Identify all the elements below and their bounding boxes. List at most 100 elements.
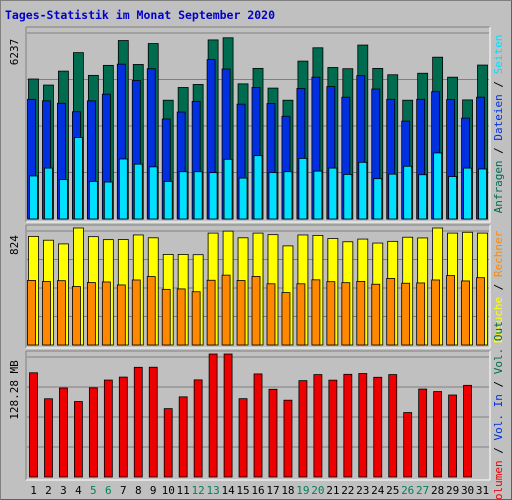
bar-volumen-day-27 bbox=[418, 388, 428, 478]
panel-middle: 824 bbox=[8, 224, 491, 349]
bar-rechner-day-27 bbox=[416, 282, 426, 346]
bar-rechner-day-9 bbox=[146, 276, 156, 346]
x-tick-label-day-16: 16 bbox=[251, 484, 264, 497]
x-tick-label-day-2: 2 bbox=[45, 484, 52, 497]
legend-entry-rechner: Rechner bbox=[492, 230, 505, 277]
x-tick-label-day-10: 10 bbox=[162, 484, 175, 497]
bar-volumen-day-12 bbox=[193, 379, 203, 478]
bar-rechner-day-26 bbox=[401, 282, 411, 346]
legend-label-1: Besuche / Rechner bbox=[492, 230, 505, 343]
bar-seiten-day-29 bbox=[448, 176, 457, 220]
bar-seiten-day-23 bbox=[358, 161, 368, 220]
bar-volumen-day-17 bbox=[268, 388, 278, 478]
bar-volumen-day-9 bbox=[148, 366, 158, 478]
bar-seiten-day-1 bbox=[29, 175, 38, 220]
panel-top: 6237 bbox=[8, 26, 491, 223]
bar-volumen-day-4 bbox=[74, 401, 83, 478]
bar-seiten-day-14 bbox=[223, 158, 233, 220]
bar-volumen-day-23 bbox=[358, 373, 368, 478]
bar-seiten-day-9 bbox=[148, 166, 158, 220]
x-tick-label-day-14: 14 bbox=[221, 484, 235, 497]
legend-entry-vol-in: Vol. In bbox=[492, 394, 505, 440]
bar-rechner-day-19 bbox=[296, 283, 306, 346]
x-tick-label-day-4: 4 bbox=[75, 484, 82, 497]
bar-rechner-day-1 bbox=[27, 279, 36, 346]
bar-volumen-day-28 bbox=[433, 391, 443, 478]
x-tick-label-day-25: 25 bbox=[386, 484, 399, 497]
x-tick-label-day-30: 30 bbox=[461, 484, 474, 497]
bar-seiten-day-17 bbox=[268, 172, 278, 220]
bar-volumen-day-11 bbox=[178, 396, 188, 478]
bar-rechner-day-15 bbox=[236, 280, 246, 346]
bar-seiten-day-4 bbox=[74, 137, 83, 220]
bar-seiten-day-21 bbox=[328, 167, 338, 220]
bar-rechner-day-10 bbox=[161, 288, 171, 346]
bar-volumen-day-18 bbox=[283, 399, 293, 478]
bar-volumen-day-20 bbox=[313, 374, 323, 478]
x-tick-label-day-27: 27 bbox=[416, 484, 429, 497]
bar-volumen-day-29 bbox=[448, 394, 457, 478]
bar-seiten-day-13 bbox=[208, 172, 218, 220]
legend-label-0: Anfragen / Dateien / Seiten bbox=[492, 35, 505, 214]
bar-rechner-day-31 bbox=[476, 277, 485, 346]
bar-rechner-day-18 bbox=[281, 292, 291, 346]
legend-entry-seiten: Seiten bbox=[492, 35, 505, 75]
bar-rechner-day-14 bbox=[221, 274, 231, 346]
x-tick-label-day-1: 1 bbox=[30, 484, 37, 497]
legend-entry-volumen: Volumen bbox=[492, 460, 505, 500]
panel-bottom: 128.28 MB bbox=[8, 350, 491, 481]
bar-seiten-day-27 bbox=[418, 174, 428, 220]
x-tick-label-day-5: 5 bbox=[90, 484, 97, 497]
bar-rechner-day-12 bbox=[191, 291, 201, 346]
bar-rechner-day-30 bbox=[461, 280, 470, 346]
bar-rechner-day-17 bbox=[266, 283, 276, 346]
x-tick-label-day-24: 24 bbox=[371, 484, 385, 497]
x-tick-label-day-26: 26 bbox=[401, 484, 414, 497]
bar-seiten-day-18 bbox=[283, 171, 293, 220]
bar-volumen-day-7 bbox=[118, 376, 128, 478]
x-tick-label-day-22: 22 bbox=[341, 484, 354, 497]
x-tick-label-day-18: 18 bbox=[281, 484, 294, 497]
bar-seiten-day-28 bbox=[433, 152, 443, 220]
bar-seiten-day-10 bbox=[163, 181, 173, 220]
bar-rechner-day-7 bbox=[116, 284, 126, 346]
x-tick-label-day-15: 15 bbox=[236, 484, 249, 497]
y-max-label: 824 bbox=[8, 235, 21, 255]
bar-volumen-day-15 bbox=[238, 398, 248, 478]
bar-volumen-day-3 bbox=[59, 387, 68, 478]
bar-rechner-day-4 bbox=[72, 286, 81, 346]
bar-rechner-day-23 bbox=[356, 280, 366, 346]
x-tick-label-day-11: 11 bbox=[177, 484, 190, 497]
x-tick-label-day-23: 23 bbox=[356, 484, 369, 497]
x-tick-label-day-12: 12 bbox=[192, 484, 205, 497]
bar-volumen-day-16 bbox=[253, 373, 263, 478]
bar-rechner-day-20 bbox=[311, 279, 321, 346]
bar-seiten-day-2 bbox=[44, 167, 53, 220]
legend-separator: / bbox=[492, 440, 505, 460]
bar-rechner-day-22 bbox=[341, 282, 351, 346]
bar-volumen-day-14 bbox=[223, 353, 233, 478]
bar-rechner-day-6 bbox=[101, 281, 111, 346]
bar-rechner-day-21 bbox=[326, 281, 336, 346]
legend-entry-anfragen: Anfragen bbox=[492, 160, 505, 213]
bar-seiten-day-25 bbox=[388, 173, 398, 220]
bar-volumen-day-13 bbox=[208, 353, 218, 478]
bar-volumen-day-2 bbox=[44, 398, 53, 478]
bar-rechner-day-3 bbox=[57, 280, 66, 346]
bar-rechner-day-11 bbox=[176, 288, 186, 346]
y-max-label: 6237 bbox=[8, 39, 21, 66]
bar-volumen-day-30 bbox=[463, 384, 472, 478]
x-tick-label-day-8: 8 bbox=[135, 484, 142, 497]
bar-rechner-day-28 bbox=[431, 279, 441, 346]
bar-seiten-day-11 bbox=[178, 171, 188, 220]
bar-rechner-day-2 bbox=[42, 281, 51, 346]
legend-entry-vol-out: Vol. Out bbox=[492, 321, 505, 374]
x-tick-label-day-6: 6 bbox=[105, 484, 112, 497]
legend-separator: / bbox=[492, 277, 505, 297]
bar-seiten-day-20 bbox=[313, 170, 323, 220]
bar-seiten-day-15 bbox=[238, 177, 248, 220]
bar-volumen-day-24 bbox=[373, 376, 383, 478]
legend-separator: / bbox=[492, 374, 505, 394]
x-tick-label-day-9: 9 bbox=[150, 484, 157, 497]
